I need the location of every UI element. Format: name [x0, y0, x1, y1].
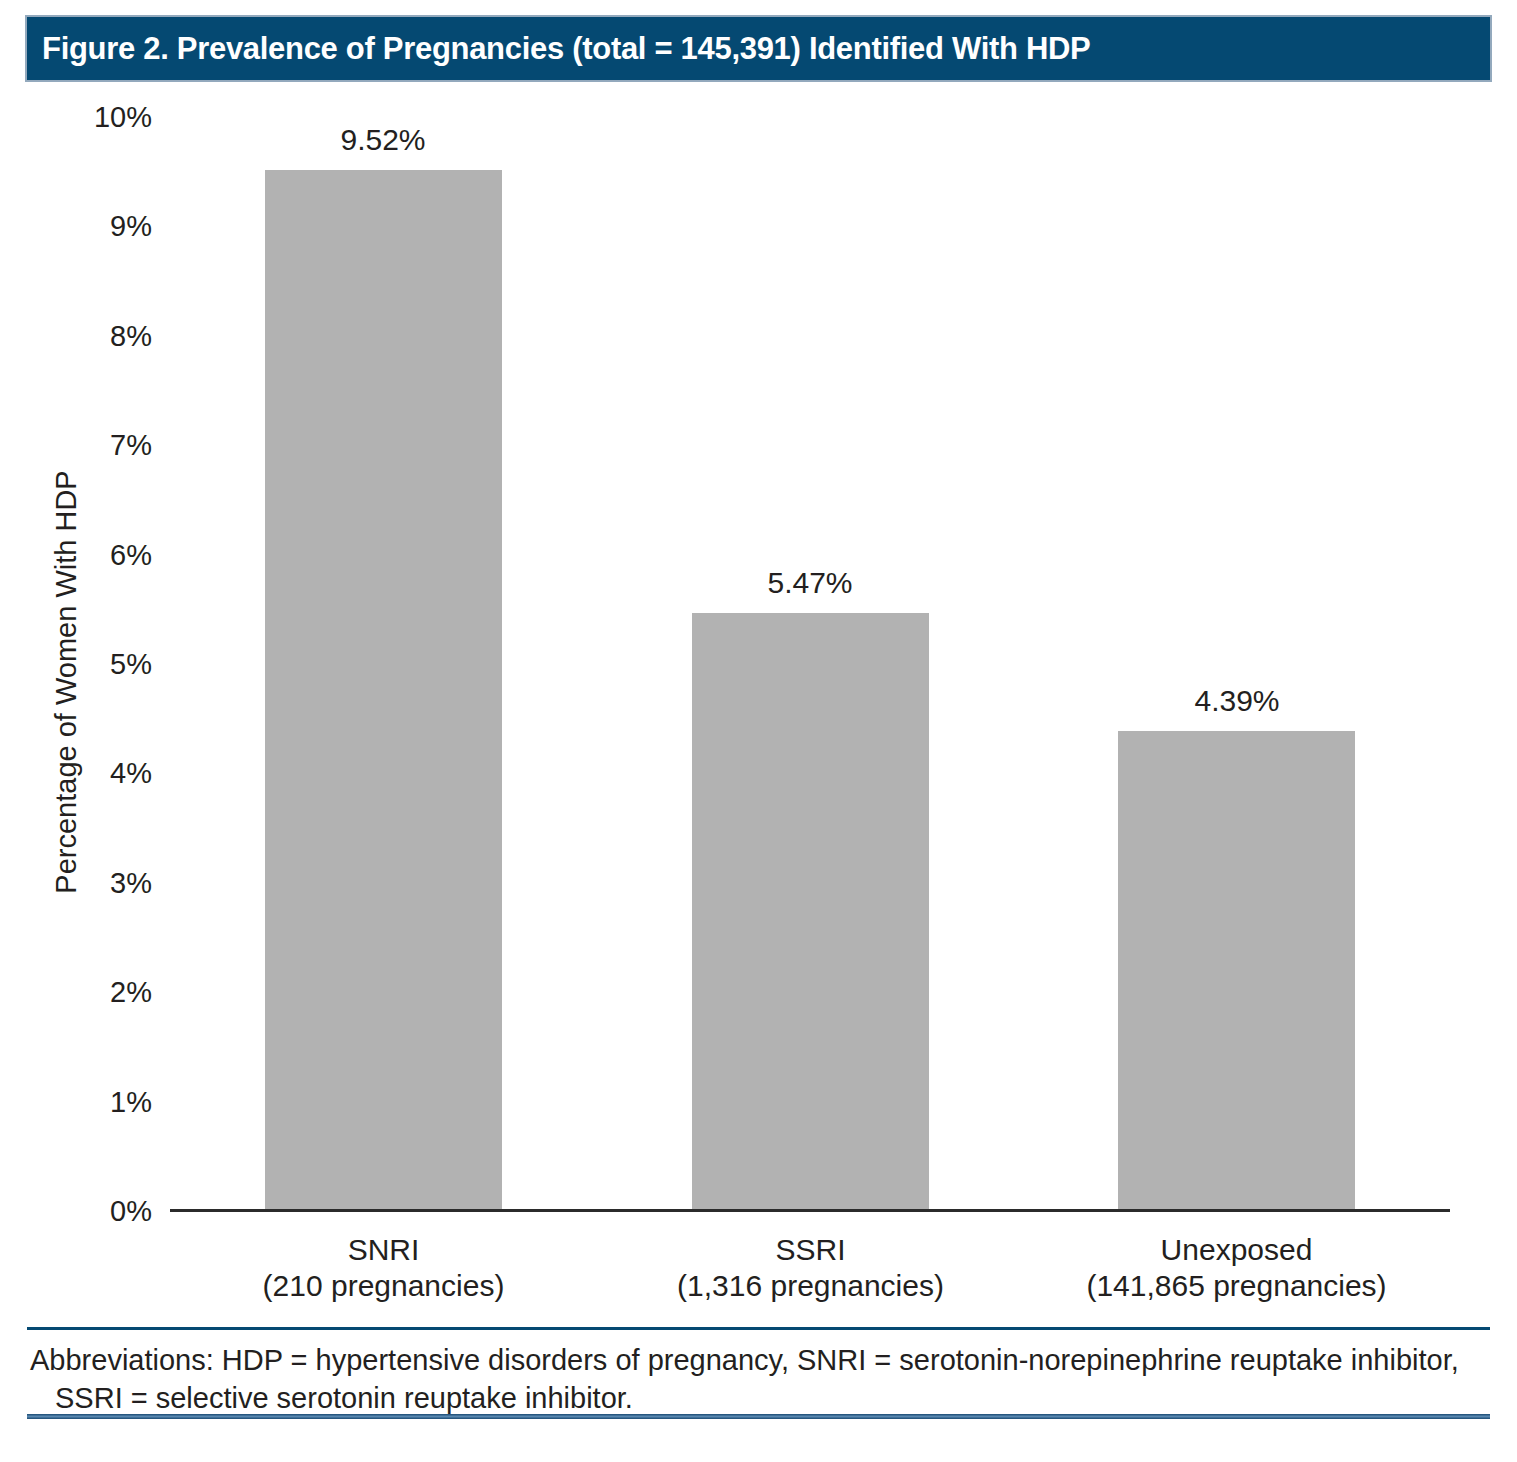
y-tick-label: 6%	[0, 537, 152, 573]
bar-value-label: 4.39%	[1087, 683, 1387, 719]
y-tick-label: 10%	[0, 99, 152, 135]
abbreviations-line-1: Abbreviations: HDP = hypertensive disord…	[30, 1341, 1500, 1379]
y-tick-label: 9%	[0, 208, 152, 244]
bar-value-label: 9.52%	[233, 122, 533, 158]
x-tick-sublabel: (1,316 pregnancies)	[597, 1268, 1024, 1304]
y-tick-label: 4%	[0, 755, 152, 791]
x-tick-category: Unexposed	[1023, 1232, 1450, 1268]
bar-ssri	[692, 613, 929, 1211]
figure-title-bar: Figure 2. Prevalence of Pregnancies (tot…	[27, 17, 1490, 80]
figure-container: Figure 2. Prevalence of Pregnancies (tot…	[0, 0, 1517, 1462]
x-tick-category: SNRI	[170, 1232, 597, 1268]
y-axis-ticks: 0%1%2%3%4%5%6%7%8%9%10%	[0, 117, 152, 1211]
x-axis-labels: SNRI(210 pregnancies)SSRI(1,316 pregnanc…	[170, 1232, 1450, 1312]
footnote-divider	[27, 1327, 1490, 1330]
x-tick-label: SSRI(1,316 pregnancies)	[597, 1232, 1024, 1304]
bottom-border	[27, 1414, 1490, 1419]
x-tick-label: SNRI(210 pregnancies)	[170, 1232, 597, 1304]
y-tick-label: 3%	[0, 865, 152, 901]
figure-title: Figure 2. Prevalence of Pregnancies (tot…	[42, 31, 1091, 67]
x-tick-sublabel: (141,865 pregnancies)	[1023, 1268, 1450, 1304]
y-tick-label: 5%	[0, 646, 152, 682]
y-tick-label: 7%	[0, 427, 152, 463]
x-tick-sublabel: (210 pregnancies)	[170, 1268, 597, 1304]
abbreviations-note: Abbreviations: HDP = hypertensive disord…	[30, 1341, 1500, 1417]
plot-area: 9.52% 5.47% 4.39%	[170, 117, 1450, 1211]
bar-unexposed	[1118, 731, 1355, 1211]
bar-value-label: 5.47%	[660, 565, 960, 601]
y-tick-label: 8%	[0, 318, 152, 354]
x-tick-category: SSRI	[597, 1232, 1024, 1268]
bar-snri	[265, 170, 502, 1211]
x-tick-label: Unexposed(141,865 pregnancies)	[1023, 1232, 1450, 1304]
y-tick-label: 1%	[0, 1084, 152, 1120]
y-tick-label: 0%	[0, 1193, 152, 1229]
x-axis-line	[170, 1209, 1450, 1212]
y-tick-label: 2%	[0, 974, 152, 1010]
abbreviations-line-2: SSRI = selective serotonin reuptake inhi…	[30, 1379, 1500, 1417]
